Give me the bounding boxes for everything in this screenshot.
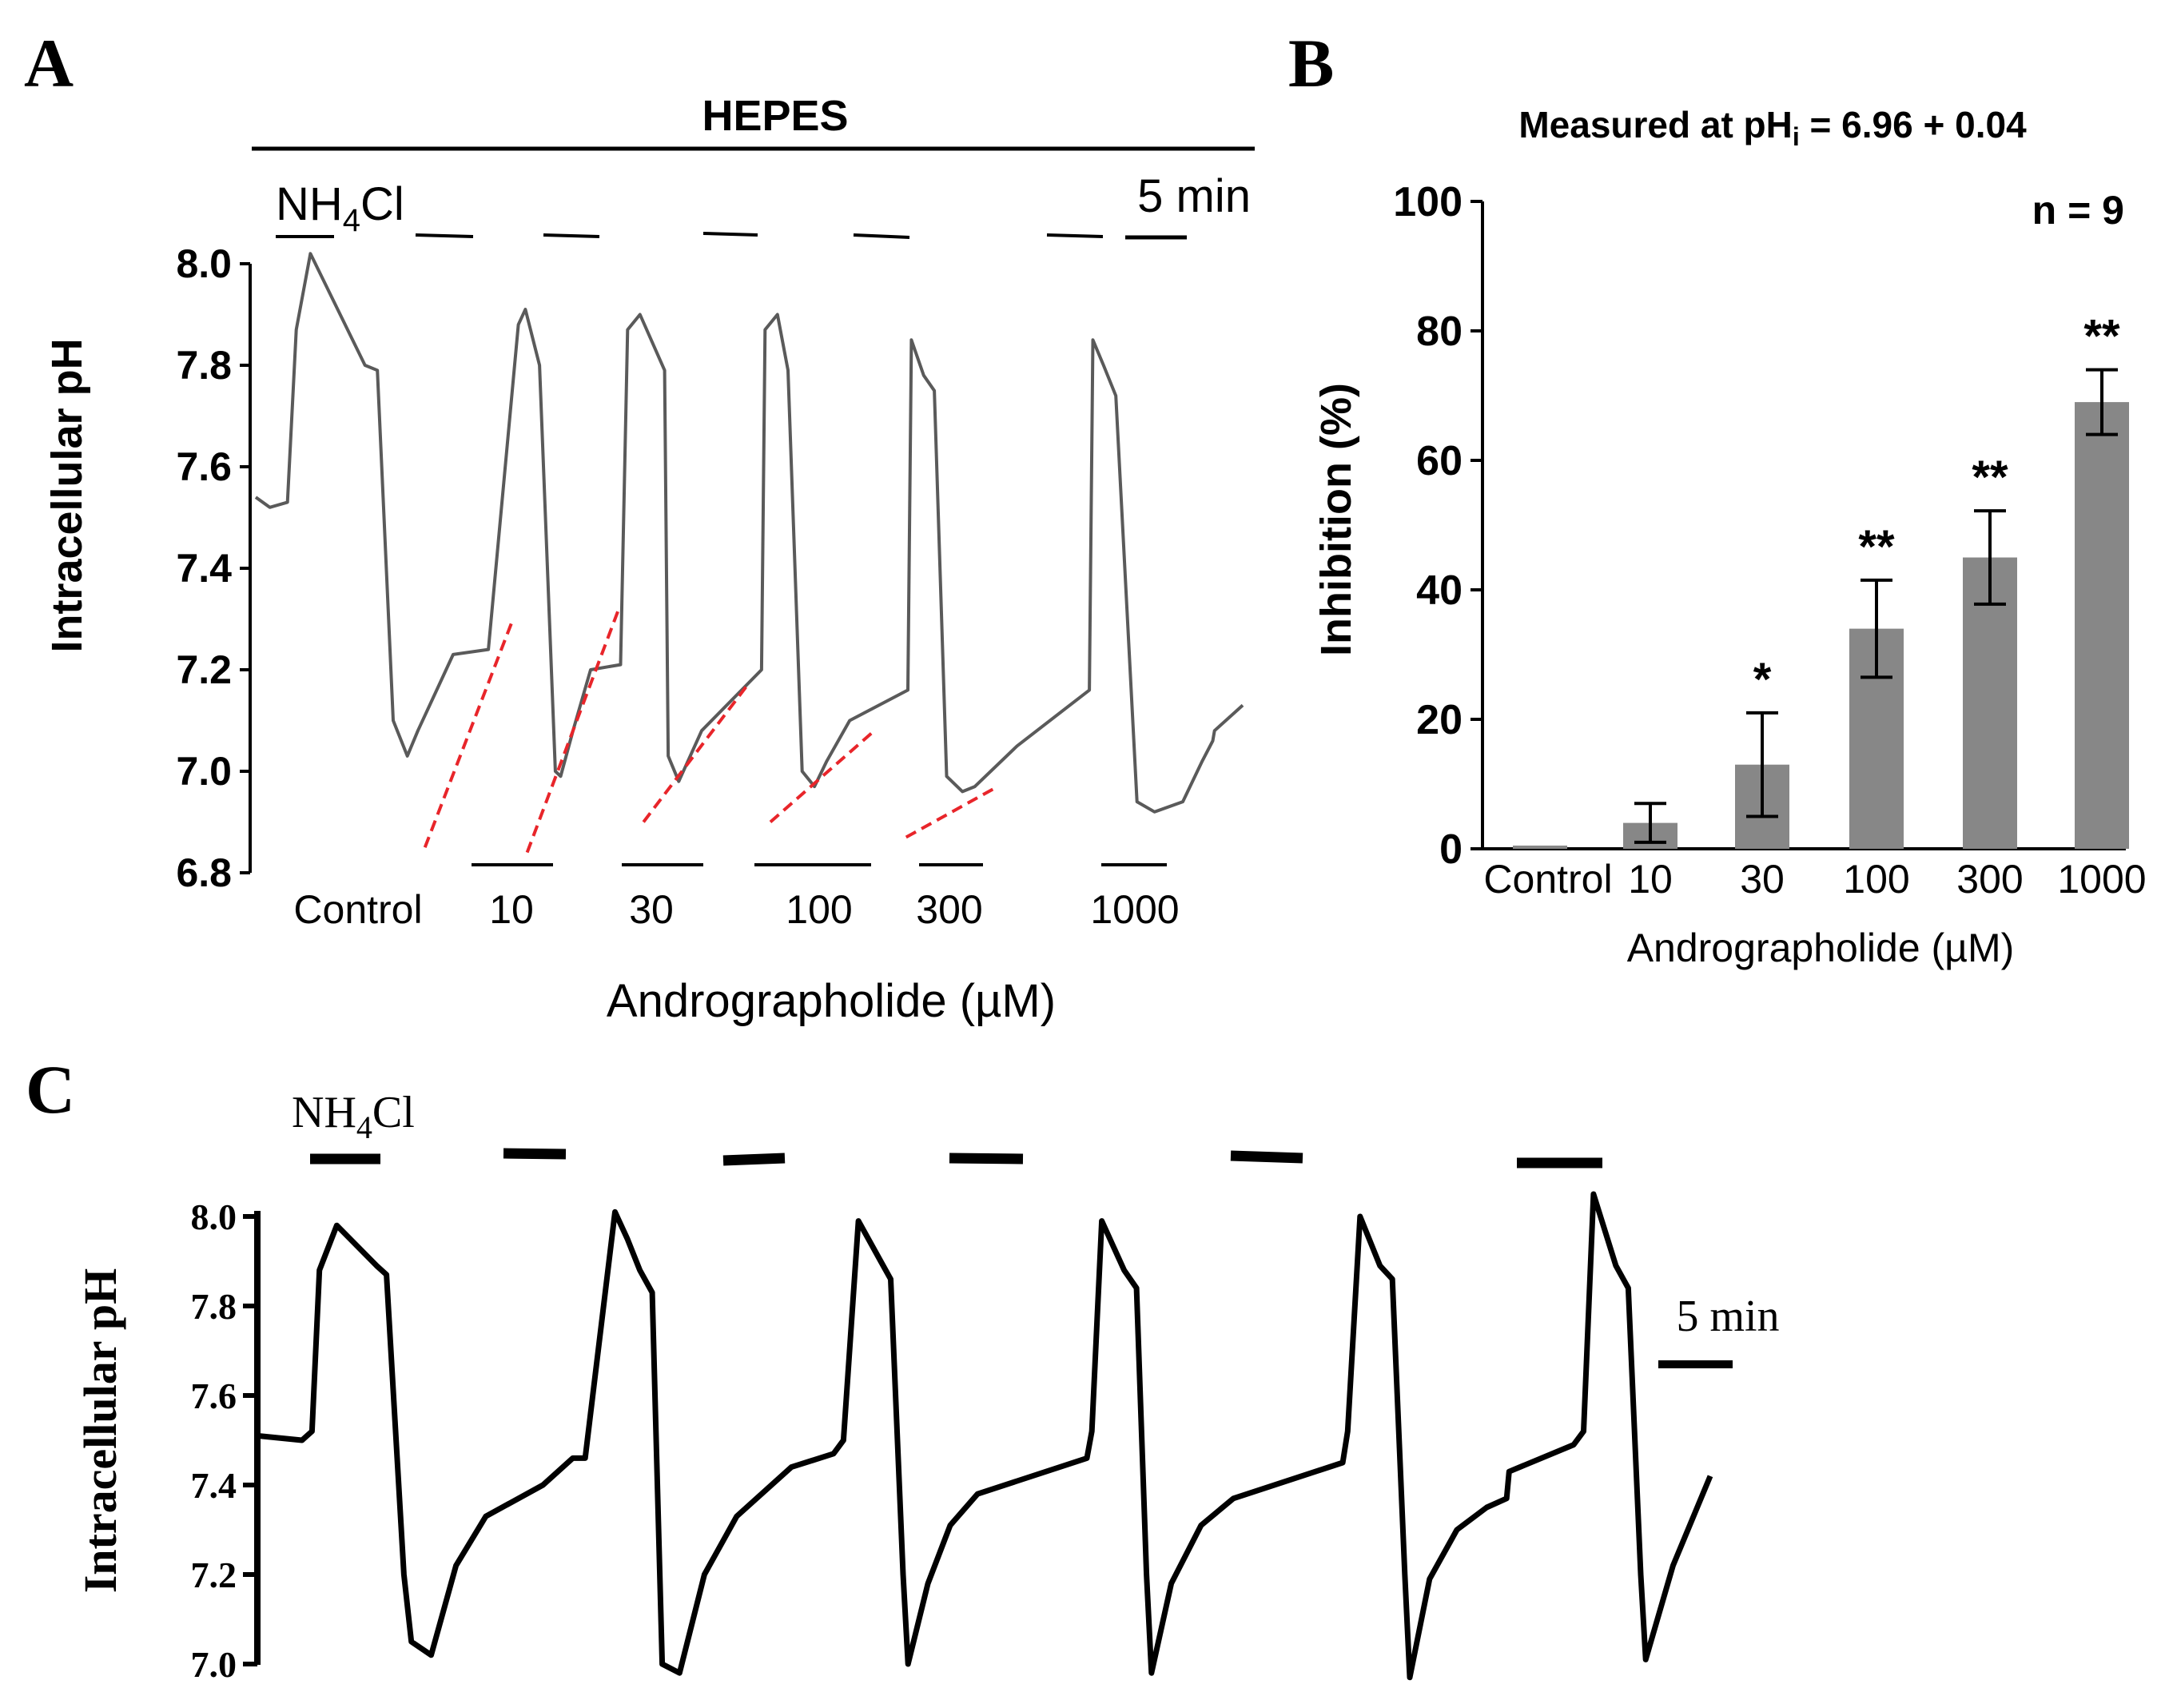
panel-b-bar (2075, 402, 2129, 850)
panel-b-title-main: Measured at pH (1518, 104, 1793, 145)
panel-a-slope-fit (423, 618, 515, 848)
panel-a-y-tick-label: 7.4 (176, 546, 232, 591)
panel-c: C NH4Cl 5 min 8.0 7.8 7.6 7.4 7.2 7.0 Intrace… (26, 1051, 1780, 1685)
panel-b-x-tick-label: 1000 (2057, 857, 2146, 902)
panel-a-condition-label: 1000 (1090, 887, 1179, 932)
panel-a-letter: A (24, 25, 74, 102)
panel-b-bar (1513, 845, 1567, 849)
panel-b-y-tick-label: 40 (1416, 567, 1463, 614)
panel-c-pulse-label: NH4Cl (292, 1088, 415, 1145)
panel-a-ylabel: Intracellular pH (43, 338, 91, 652)
panel-a-condition-label: Control (293, 887, 422, 932)
panel-a-xlabel: Andrographolide (µM) (607, 975, 1056, 1027)
panel-a-pulse-bar (702, 232, 758, 237)
panel-c-y-tick-label: 7.6 (191, 1376, 237, 1416)
panel-a-title: HEPES (702, 92, 848, 140)
panel-b-x-tick-labels: Control 10 30 100 300 1000 (1483, 857, 2146, 902)
panel-b-x-tick-label: 300 (1956, 857, 2023, 902)
panel-c-pulse-bars (310, 1148, 1602, 1169)
panel-a-condition-label: 10 (489, 887, 534, 932)
panel-b-y-ticks: 100 80 60 40 20 0 (1393, 179, 1482, 873)
panel-b-ylabel: Inhibition (%) (1312, 383, 1360, 656)
panel-b-y-tick-label: 60 (1416, 438, 1463, 484)
panel-a-y-tick-label: 7.0 (176, 749, 232, 794)
panel-a-pulse-bar (543, 233, 600, 238)
panel-a-pulse-bar (415, 233, 474, 238)
panel-c-y-tick-label: 7.2 (191, 1555, 237, 1595)
panel-c-pulse-bar (949, 1153, 1024, 1165)
panel-a-slope-fit (642, 683, 749, 823)
panel-c-y-tick-label: 7.4 (191, 1465, 237, 1506)
panel-a-y-tick-label: 7.2 (176, 647, 232, 692)
panel-b-x-tick-label: Control (1483, 857, 1612, 902)
panel-b-significance: ** (1858, 521, 1895, 573)
panel-c-pulse-bar (722, 1153, 786, 1166)
panel-c-y-tick-label: 7.8 (191, 1286, 237, 1327)
panel-c-scale-label: 5 min (1676, 1292, 1779, 1341)
panel-b-y-tick-label: 100 (1393, 179, 1463, 225)
panel-a-condition-label: 100 (786, 887, 852, 932)
panel-b-y-tick-label: 80 (1416, 309, 1463, 355)
panel-c-pulse-label-sub: 4 (356, 1109, 372, 1145)
panel-b-n-annotation: n = 9 (2032, 188, 2124, 233)
panel-b-title-sub: i (1793, 122, 1800, 151)
panel-a-y-tick-label: 6.8 (176, 850, 232, 895)
panel-c-pulse-bar (503, 1148, 567, 1160)
panel-b-letter: B (1288, 25, 1334, 102)
panel-b-significance: * (1753, 654, 1772, 706)
panel-a-y-tick-label: 7.6 (176, 444, 232, 489)
panel-a-pulse-label-tail: Cl (360, 178, 404, 230)
panel-a: A HEPES NH4Cl 5 min 8.07.87.67.47.27 (24, 25, 1255, 1027)
panel-a-y-tick-label: 8.0 (176, 241, 232, 286)
panel-a-trace-line (254, 252, 1244, 814)
panel-b-significance: ** (2083, 311, 2120, 363)
panel-c-ylabel: Intracellular pH (74, 1268, 126, 1594)
panel-a-slope-fit (769, 729, 876, 824)
panel-b-x-tick-label: 100 (1843, 857, 1909, 902)
panel-a-y-tick-label: 7.8 (176, 343, 232, 388)
panel-b-xlabel: Andrographolide (µM) (1627, 926, 2015, 970)
panel-c-y-tick-label: 7.0 (191, 1644, 237, 1685)
panel-b-bar (1963, 557, 2017, 849)
panel-a-y-ticks: 8.0 7.8 7.6 7.4 7.2 7.0 6.8 (176, 241, 250, 895)
panel-a-pulse-label-sub: 4 (343, 203, 360, 238)
panel-c-pulse-bar (1230, 1150, 1303, 1164)
panel-a-pulse-label: NH4Cl (276, 178, 404, 238)
panel-a-pulse-bars (276, 232, 1104, 239)
panel-c-y-tick-label: 8.0 (191, 1196, 237, 1237)
panel-a-pulse-bar (853, 233, 910, 239)
panel-b-title-tail: = 6.96 + 0.04 (1800, 104, 2027, 145)
panel-b-y-tick-label: 0 (1439, 826, 1463, 873)
panel-c-letter: C (26, 1051, 75, 1128)
panel-b-y-tick-label: 20 (1416, 697, 1463, 743)
panel-b: B Measured at pHi = 6.96 + 0.04 n = 9 10… (1288, 25, 2147, 970)
panel-a-pulse-bar (1046, 233, 1104, 238)
panel-a-pulse-label-main: NH (276, 178, 343, 230)
panel-c-y-ticks: 8.0 7.8 7.6 7.4 7.2 7.0 (191, 1196, 257, 1685)
panel-b-title: Measured at pHi = 6.96 + 0.04 (1518, 104, 2027, 151)
panel-c-plot-area (257, 1191, 1713, 1681)
panel-c-pulse-label-main: NH (292, 1088, 356, 1137)
panel-c-trace-line (257, 1191, 1713, 1681)
panel-a-scale-label: 5 min (1137, 170, 1251, 222)
panel-a-condition-labels: Control 10 30 100 300 1000 (293, 887, 1179, 932)
panel-a-plot-area (254, 252, 1244, 854)
panel-b-x-tick-label: 10 (1628, 857, 1673, 902)
panel-a-slope-fit (905, 785, 999, 839)
panel-b-bars: ******* (1513, 311, 2129, 850)
panel-a-slope-fit (525, 608, 621, 854)
panel-a-condition-label: 300 (916, 887, 982, 932)
panel-b-x-tick-label: 30 (1740, 857, 1785, 902)
panel-a-condition-label: 30 (629, 887, 674, 932)
panel-c-pulse-label-tail: Cl (372, 1088, 415, 1137)
panel-b-significance: ** (1972, 452, 2008, 504)
